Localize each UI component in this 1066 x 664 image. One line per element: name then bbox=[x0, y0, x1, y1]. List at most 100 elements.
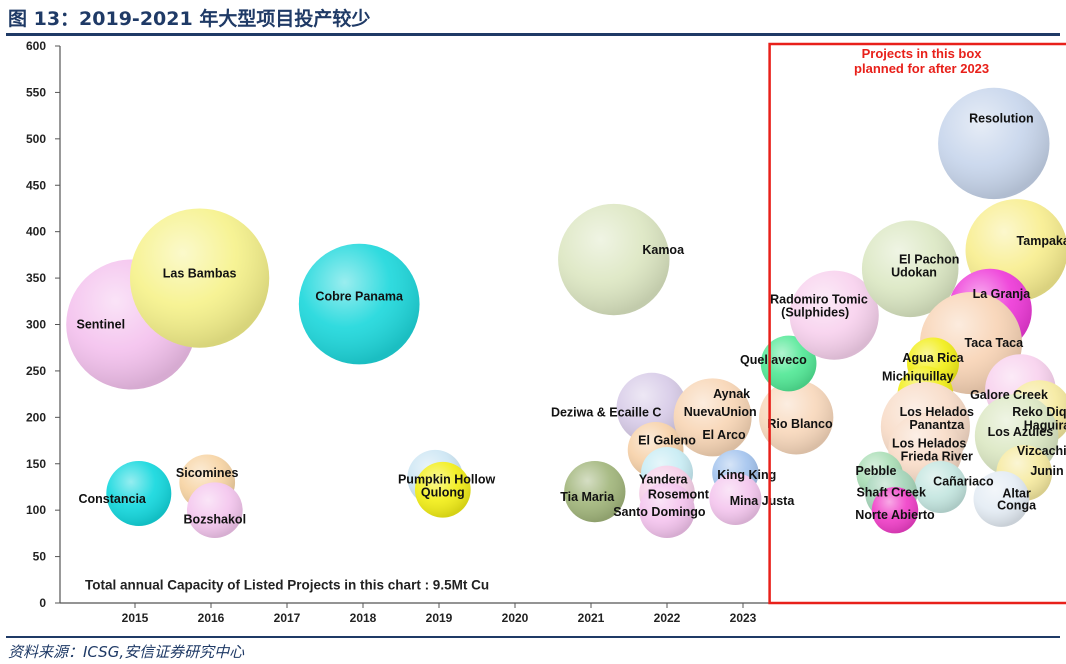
source-note: 资料来源：ICSG,安信证券研究中心 bbox=[8, 643, 245, 661]
bubble-label: Vizcachitas bbox=[1017, 444, 1066, 458]
x-tick-label: 2021 bbox=[578, 611, 605, 625]
bubble bbox=[298, 243, 420, 365]
bubble-label: Tampakan bbox=[1017, 234, 1066, 248]
bubble-label: Aynak bbox=[713, 387, 750, 401]
bubble-label: Qulong bbox=[421, 486, 465, 500]
bubble bbox=[938, 87, 1050, 200]
bubble-label: Sentinel bbox=[76, 318, 125, 332]
bubble-shine bbox=[973, 471, 1030, 527]
bottom-rule bbox=[6, 636, 1060, 638]
bubble-label: Cañariaco bbox=[933, 474, 994, 488]
figure-title: 图 13：2019-2021 年大型项目投产较少 bbox=[8, 8, 371, 30]
bubble-label: (Sulphides) bbox=[781, 305, 849, 319]
x-tick-label: 2018 bbox=[350, 611, 377, 625]
bubble bbox=[861, 220, 959, 318]
bubble-label: Quellaveco bbox=[740, 353, 807, 367]
bubble-label: Constancia bbox=[79, 492, 147, 506]
bubble-shine bbox=[639, 482, 695, 539]
bubble-label: Junin bbox=[1030, 464, 1063, 478]
bubble-shine bbox=[558, 203, 670, 316]
y-tick-label: 150 bbox=[26, 457, 46, 471]
x-tick-label: 2017 bbox=[274, 611, 301, 625]
x-tick-label: 2020 bbox=[502, 611, 529, 625]
bubble bbox=[789, 270, 879, 360]
bubble-shine bbox=[759, 380, 834, 455]
bubble-label: Santo Domingo bbox=[613, 505, 706, 519]
capacity-annotation: Total annual Capacity of Listed Projects… bbox=[85, 577, 489, 592]
bubble bbox=[564, 460, 626, 523]
bubble-layer bbox=[66, 87, 1066, 539]
bubble-shine bbox=[914, 460, 967, 513]
x-tick-label: 2023 bbox=[730, 611, 757, 625]
bubble-shine bbox=[129, 208, 270, 348]
bubble bbox=[673, 378, 752, 457]
bubble bbox=[760, 335, 817, 392]
bubble-label: Los Azules bbox=[988, 425, 1054, 439]
bubble-shine bbox=[938, 87, 1050, 200]
x-tick-label: 2019 bbox=[426, 611, 453, 625]
bubble-label: Sicomines bbox=[176, 466, 239, 480]
top-rule bbox=[6, 33, 1060, 36]
bubble-label: Resolution bbox=[969, 111, 1034, 125]
y-tick-label: 0 bbox=[39, 596, 46, 610]
bubble-shine bbox=[564, 460, 626, 523]
bubble-label: Galore Creek bbox=[970, 388, 1048, 402]
bubble-label: Yandera bbox=[639, 473, 689, 487]
bubble-chart: 0 50 100 150 200 250 300 350 400 450 500 550 600 2015… bbox=[26, 39, 1066, 625]
bubble-label: King King bbox=[717, 468, 776, 482]
y-tick-label: 400 bbox=[26, 225, 46, 239]
bubble-label: Pebble bbox=[856, 464, 897, 478]
bubble bbox=[186, 482, 243, 539]
bubble-label: Udokan bbox=[891, 266, 937, 280]
bubble-label: Mina Justa bbox=[730, 494, 796, 508]
bubble-label: Radomiro Tomic bbox=[770, 292, 868, 306]
bubble-label: Agua Rica bbox=[902, 351, 964, 365]
bubble-shine bbox=[673, 378, 752, 457]
bubble bbox=[129, 208, 270, 348]
bubble-label: Norte Abierto bbox=[855, 508, 935, 522]
bubble-label: El Arco bbox=[702, 428, 746, 442]
y-tick-label: 350 bbox=[26, 271, 46, 285]
x-tick-label: 2016 bbox=[198, 611, 225, 625]
bubble-label: Rio Blanco bbox=[767, 417, 833, 431]
y-tick-label: 100 bbox=[26, 503, 46, 517]
bubble-label: Pumpkin Hollow bbox=[398, 473, 496, 487]
bubble-label: La Granja bbox=[973, 287, 1032, 301]
bubble-label: Panantza bbox=[909, 418, 965, 432]
x-tick-label: 2015 bbox=[122, 611, 149, 625]
bubble-shine bbox=[709, 473, 762, 526]
bubble-shine bbox=[414, 461, 471, 518]
y-tick-label: 250 bbox=[26, 364, 46, 378]
bubble bbox=[414, 461, 471, 518]
bubble-label: Rosemont bbox=[648, 487, 710, 501]
bubble-label: Conga bbox=[997, 499, 1037, 513]
bubble-label: Cobre Panama bbox=[315, 290, 404, 304]
bubble-shine bbox=[871, 486, 919, 534]
bubble-shine bbox=[760, 335, 817, 392]
bubble-label: Altar bbox=[1002, 486, 1031, 500]
bubble-label: NuevaUnion bbox=[684, 405, 757, 419]
y-tick-label: 50 bbox=[33, 550, 47, 564]
bubble-shine bbox=[106, 460, 172, 526]
bubble-label: Bozshakol bbox=[184, 512, 247, 526]
bubble-label-layer: Sentinel Las Bambas Cobre Panama Constancia… bbox=[76, 111, 1066, 526]
bubble-label: Frieda River bbox=[901, 449, 973, 463]
bubble-label: Tia Maria bbox=[560, 490, 615, 504]
bubble bbox=[106, 460, 172, 526]
bubble-shine bbox=[186, 482, 243, 539]
bubble-shine bbox=[298, 243, 420, 365]
bubble-label: Las Bambas bbox=[163, 266, 237, 280]
highlight-box-label: planned for after 2023 bbox=[854, 61, 989, 76]
bubble bbox=[759, 380, 834, 455]
y-tick-label: 450 bbox=[26, 178, 46, 192]
bubble-label: Deziwa & Ecaille C bbox=[551, 406, 661, 420]
y-tick-label: 600 bbox=[26, 39, 46, 53]
bubble-shine bbox=[861, 220, 959, 318]
bubble-label: Kamoa bbox=[642, 243, 685, 257]
bubble-label: Taca Taca bbox=[964, 336, 1024, 350]
bubble-label: El Pachon bbox=[899, 253, 959, 267]
bubble-shine bbox=[789, 270, 879, 360]
bubble-label: Haguira bbox=[1024, 419, 1066, 433]
y-tick-label: 500 bbox=[26, 132, 46, 146]
